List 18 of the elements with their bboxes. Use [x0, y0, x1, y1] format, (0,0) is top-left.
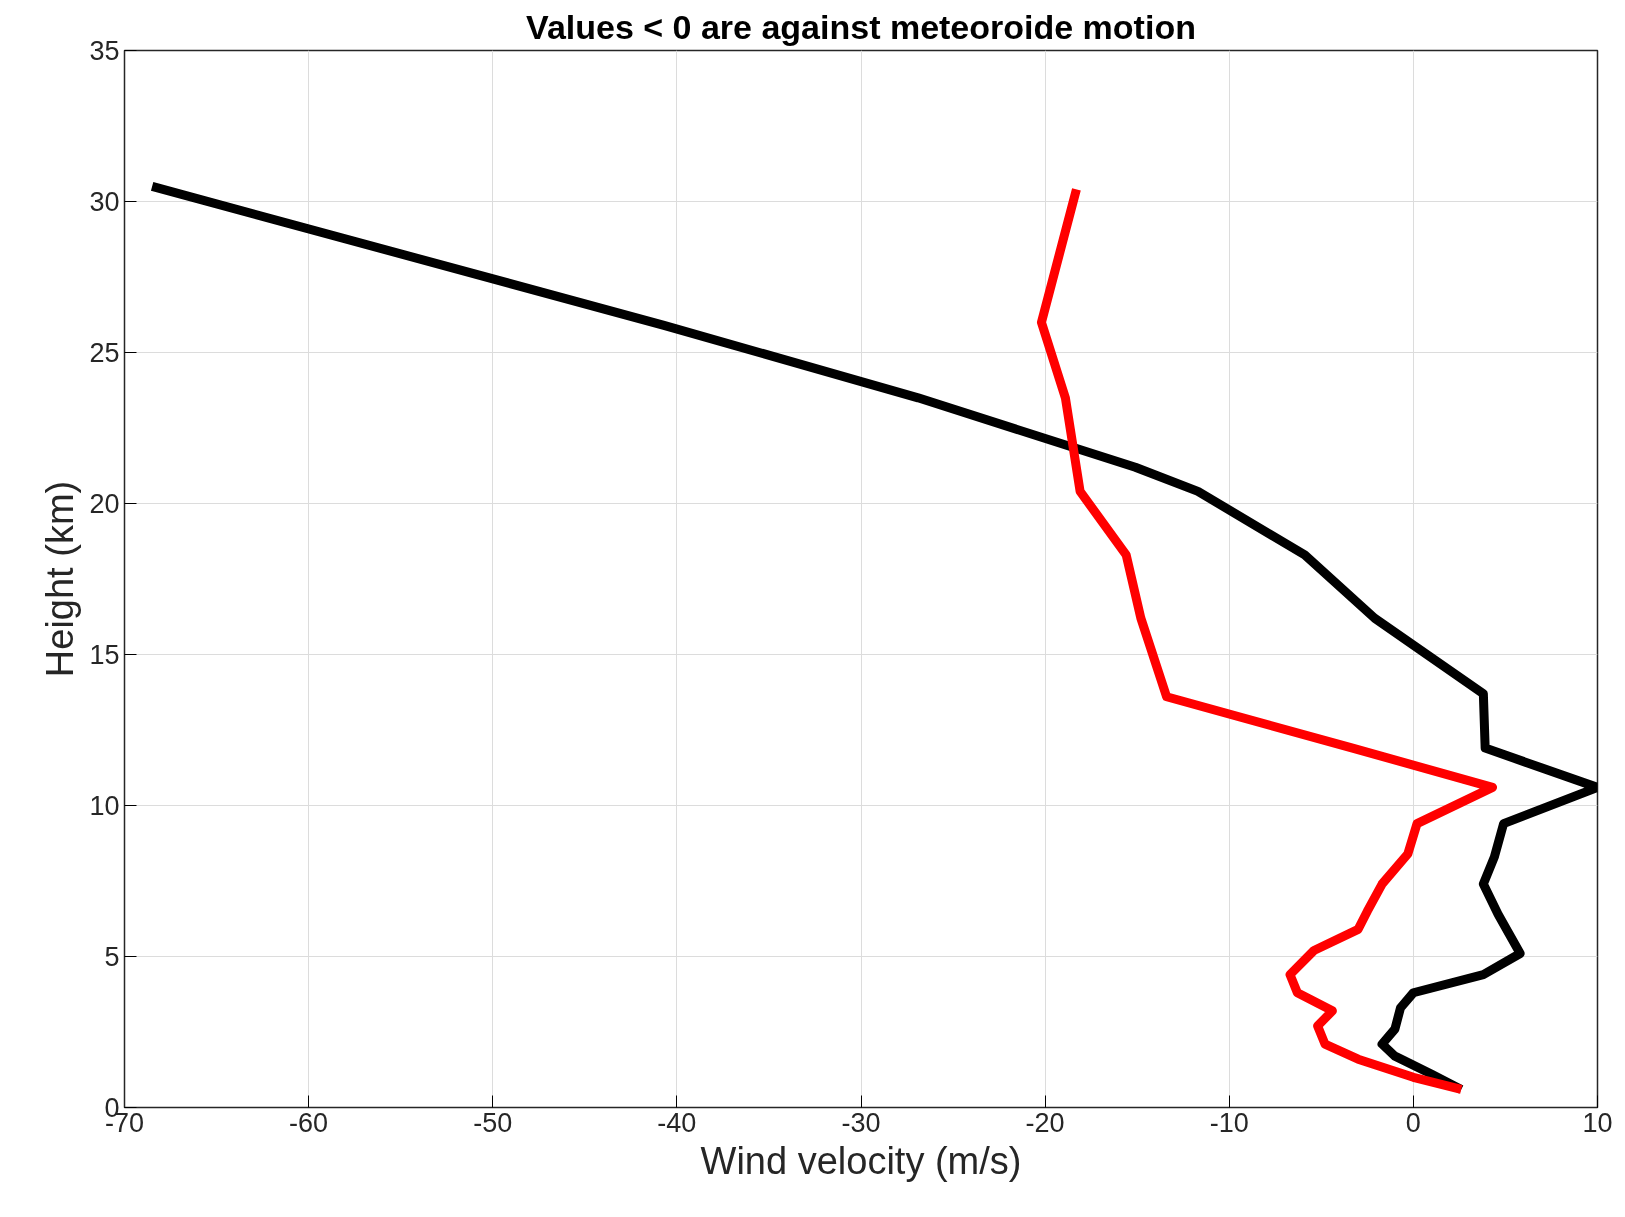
x-tick-label: -60	[289, 1107, 329, 1138]
y-tick-label: 20	[89, 489, 120, 519]
x-tick-label: 0	[1405, 1107, 1421, 1138]
y-tick-label: 5	[104, 942, 120, 972]
x-tick-label: -50	[473, 1107, 513, 1138]
x-tick-label: -10	[1209, 1107, 1249, 1138]
x-tick-label: 10	[1582, 1107, 1613, 1138]
y-tick-label: 35	[89, 36, 120, 66]
chart-title: Values < 0 are against meteoroide motion	[526, 7, 1196, 46]
y-tick-label: 25	[89, 338, 120, 368]
x-tick-label: -30	[841, 1107, 881, 1138]
x-tick-label: -20	[1025, 1107, 1065, 1138]
y-tick-label: 30	[89, 187, 120, 217]
y-tick-label: 10	[89, 791, 120, 821]
x-axis-title: Wind velocity (m/s)	[700, 1139, 1022, 1182]
y-axis-title: Height (km)	[39, 480, 82, 678]
x-tick-label: -40	[657, 1107, 697, 1138]
y-tick-label: 15	[89, 640, 120, 670]
